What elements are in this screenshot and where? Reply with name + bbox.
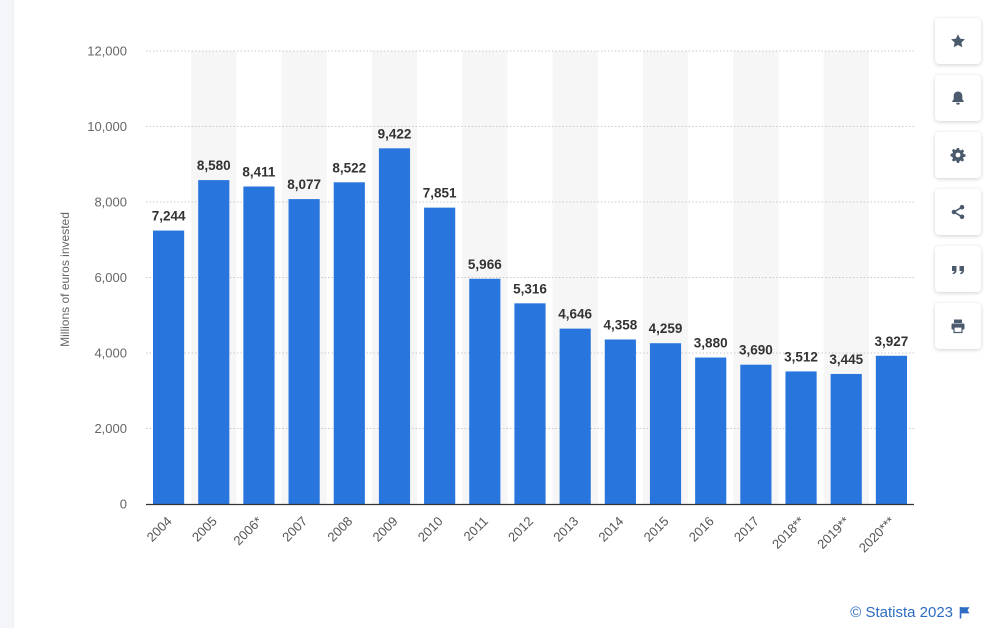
data-label: 3,690 — [739, 343, 773, 358]
x-tick-label: 2007 — [279, 514, 310, 545]
data-label: 8,077 — [287, 177, 321, 192]
credit-text[interactable]: © Statista 2023 — [850, 604, 953, 621]
bar — [424, 207, 456, 504]
x-tick-label: 2015 — [641, 514, 672, 545]
print-icon — [951, 319, 965, 334]
data-label: 3,880 — [694, 336, 728, 351]
share-icon — [951, 204, 965, 220]
y-tick-label: 10,000 — [87, 119, 127, 134]
bar — [514, 303, 546, 504]
quote-icon — [952, 266, 964, 275]
x-tick-label: 2017 — [731, 514, 762, 545]
bar — [740, 364, 772, 504]
bar — [559, 328, 591, 504]
settings-button[interactable] — [935, 132, 981, 178]
y-tick-label: 0 — [120, 497, 127, 512]
data-label: 5,316 — [513, 281, 547, 296]
x-tick-label: 2019** — [814, 514, 852, 552]
x-tick-label: 2018** — [769, 514, 807, 552]
share-button[interactable] — [935, 189, 981, 235]
data-label: 9,422 — [378, 126, 412, 141]
star-icon — [951, 34, 965, 48]
x-tick-label: 2004 — [144, 514, 175, 545]
y-tick-label: 2,000 — [94, 421, 127, 436]
data-label: 5,966 — [468, 257, 502, 272]
data-label: 4,646 — [558, 307, 592, 322]
favorite-button[interactable] — [935, 18, 981, 64]
bar — [198, 180, 230, 505]
data-label: 3,445 — [829, 352, 863, 367]
cite-button[interactable] — [935, 246, 981, 292]
bar — [469, 278, 501, 504]
x-tick-label: 2016 — [686, 514, 717, 545]
x-tick-label: 2011 — [461, 514, 491, 544]
statista-credit[interactable]: © Statista 2023 — [850, 604, 971, 621]
bell-icon — [952, 91, 964, 105]
bar — [333, 182, 365, 504]
x-tick-label: 2020*** — [856, 514, 898, 556]
bar — [695, 357, 727, 504]
chart-toolbar — [935, 18, 983, 360]
data-label: 8,580 — [197, 158, 231, 173]
bar — [153, 230, 185, 504]
data-label: 4,358 — [603, 317, 637, 332]
y-tick-label: 4,000 — [94, 346, 127, 361]
x-tick-label: 2009 — [370, 514, 401, 545]
x-tick-label: 2005 — [189, 514, 220, 545]
bar-chart: 0 2,000 4,000 6,000 8,000 10,000 12,000 Million… — [58, 44, 914, 556]
data-label: 4,259 — [649, 321, 683, 336]
x-tick-label: 2010 — [415, 514, 446, 545]
bar — [875, 355, 907, 504]
bar — [378, 148, 411, 504]
notification-button[interactable] — [935, 75, 981, 121]
x-tick-label: 2008 — [324, 514, 355, 545]
data-label: 8,411 — [242, 164, 276, 179]
x-tick-label: 2014 — [595, 514, 626, 545]
x-tick-label: 2006* — [230, 514, 265, 549]
data-label: 8,522 — [332, 160, 366, 175]
print-button[interactable] — [935, 303, 981, 349]
gear-icon — [950, 148, 966, 163]
bar — [830, 373, 862, 504]
y-tick-label: 8,000 — [94, 195, 127, 210]
x-tick-label: 2013 — [550, 514, 581, 545]
bar — [243, 186, 275, 505]
bar — [288, 199, 320, 504]
data-label: 3,512 — [784, 349, 818, 364]
y-tick-label: 12,000 — [87, 44, 127, 59]
bar — [785, 371, 817, 504]
y-axis-label: Millions of euros invested — [58, 212, 72, 347]
data-label: 7,244 — [152, 209, 186, 224]
flag-icon — [959, 607, 970, 619]
y-tick-label: 6,000 — [94, 270, 127, 285]
bar — [604, 339, 636, 504]
x-tick-label: 2012 — [505, 514, 536, 545]
data-label: 7,851 — [423, 186, 457, 201]
bar — [649, 343, 682, 504]
data-label: 3,927 — [875, 334, 909, 349]
